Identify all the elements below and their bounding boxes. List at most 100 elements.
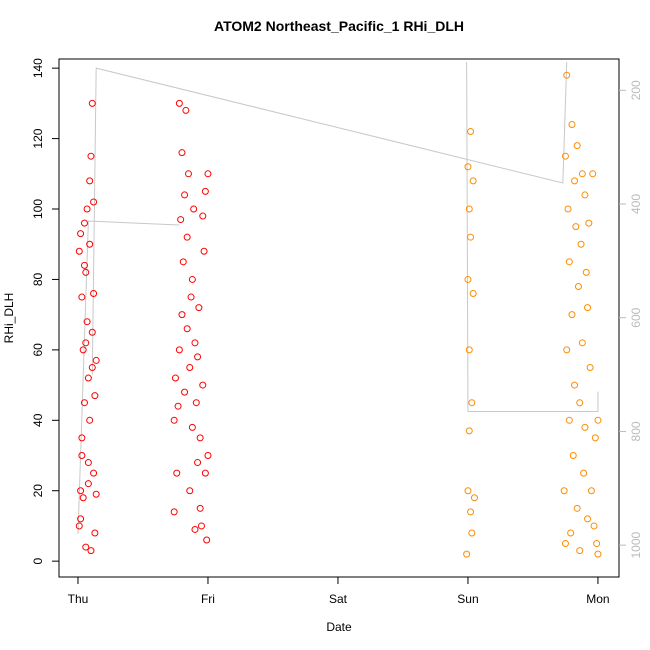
point: [182, 106, 190, 114]
point: [183, 325, 191, 333]
point: [574, 282, 582, 290]
point: [577, 240, 585, 248]
point: [86, 177, 94, 185]
point: [87, 547, 95, 555]
x-axis-label: Date: [326, 620, 352, 634]
point: [91, 529, 99, 537]
y-tick-label: 80: [31, 272, 45, 286]
y-tick-label: 100: [31, 199, 45, 219]
point: [576, 547, 584, 555]
point: [190, 205, 198, 213]
point: [186, 487, 194, 495]
point: [593, 540, 601, 548]
y-tick-label: 140: [31, 58, 45, 78]
point: [465, 205, 473, 213]
point: [561, 540, 569, 548]
pressure-line: [77, 61, 599, 534]
point: [578, 170, 586, 178]
point: [196, 434, 204, 442]
point: [77, 515, 85, 523]
x-tick-label: Sun: [457, 592, 478, 606]
point: [84, 480, 92, 488]
point: [467, 128, 475, 136]
point: [467, 233, 475, 241]
point: [587, 487, 595, 495]
plot-box: [58, 58, 620, 578]
y2-tick-label: 800: [629, 421, 643, 441]
point: [573, 142, 581, 150]
point: [465, 427, 473, 435]
point: [563, 346, 571, 354]
point: [175, 99, 183, 107]
point: [78, 452, 86, 460]
point: [173, 469, 181, 477]
y-tick-label: 60: [31, 343, 45, 357]
y-tick-label: 120: [31, 128, 45, 148]
point: [200, 247, 208, 255]
point: [188, 423, 196, 431]
y-tick-label: 20: [31, 484, 45, 498]
point: [82, 268, 90, 276]
point: [75, 522, 83, 530]
point: [188, 275, 196, 283]
point: [469, 290, 477, 298]
point: [175, 346, 183, 354]
point: [80, 261, 88, 269]
point: [464, 487, 472, 495]
y2-tick-label: 200: [629, 80, 643, 100]
point: [83, 318, 91, 326]
point: [594, 416, 602, 424]
point: [184, 170, 192, 178]
point: [204, 170, 212, 178]
point: [470, 494, 478, 502]
point: [80, 399, 88, 407]
x-tick-label: Mon: [586, 592, 609, 606]
y-axis-label: RHi_DLH: [2, 293, 16, 344]
y2-tick-label: 400: [629, 194, 643, 214]
point: [586, 363, 594, 371]
point: [465, 346, 473, 354]
point: [468, 399, 476, 407]
point: [178, 149, 186, 157]
point: [568, 120, 576, 128]
point: [571, 381, 579, 389]
point: [191, 525, 199, 533]
point: [565, 416, 573, 424]
point: [78, 293, 86, 301]
point: [594, 550, 602, 558]
point: [201, 469, 209, 477]
point: [580, 469, 588, 477]
point: [90, 290, 98, 298]
point: [82, 543, 90, 551]
point: [86, 240, 94, 248]
point: [82, 339, 90, 347]
point: [84, 459, 92, 467]
point: [464, 163, 472, 171]
x-tick-label: Sat: [329, 592, 348, 606]
point: [468, 529, 476, 537]
point: [79, 346, 87, 354]
point: [589, 170, 597, 178]
point: [469, 177, 477, 185]
point: [584, 304, 592, 312]
point: [568, 311, 576, 319]
point: [92, 356, 100, 364]
point: [186, 363, 194, 371]
point: [463, 550, 471, 558]
point: [578, 339, 586, 347]
point: [86, 416, 94, 424]
point: [194, 459, 202, 467]
point: [196, 504, 204, 512]
point: [92, 490, 100, 498]
point: [174, 402, 182, 410]
point: [581, 423, 589, 431]
point: [88, 363, 96, 371]
x-tick-label: Thu: [68, 592, 89, 606]
point: [75, 247, 83, 255]
point: [201, 187, 209, 195]
point: [170, 508, 178, 516]
x-tick-label: Fri: [201, 592, 215, 606]
point: [80, 219, 88, 227]
point: [181, 191, 189, 199]
